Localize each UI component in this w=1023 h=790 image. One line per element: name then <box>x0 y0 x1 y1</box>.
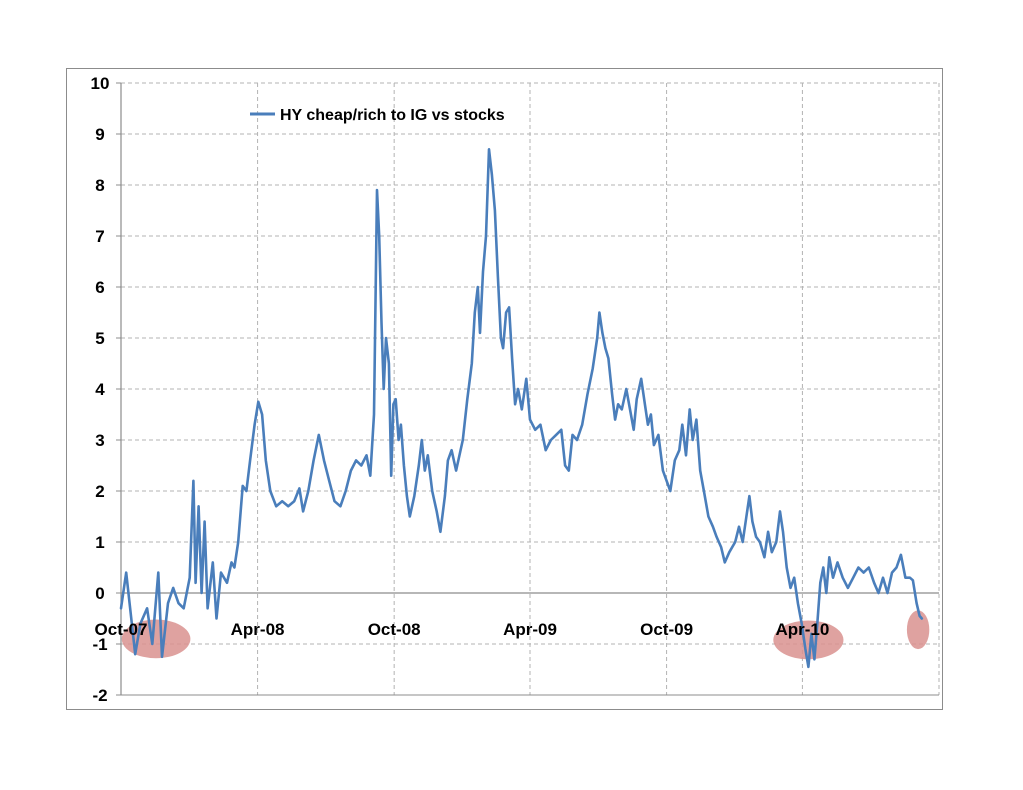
y-tick-label: 9 <box>95 125 104 144</box>
y-tick-label: 1 <box>95 533 104 552</box>
y-tick-label: -1 <box>92 635 107 654</box>
y-tick-label: 4 <box>95 380 105 399</box>
series-line-1 <box>119 148 924 669</box>
y-tick-label: 2 <box>95 482 104 501</box>
highlight-ellipse-3 <box>906 610 930 650</box>
y-tick-label: 7 <box>95 227 104 246</box>
x-tick-label: Apr-10 <box>775 620 829 639</box>
y-tick-label: 0 <box>95 584 104 603</box>
legend-label: HY cheap/rich to IG vs stocks <box>280 107 505 124</box>
y-tick-label: 10 <box>91 74 110 93</box>
x-tick-label: Oct-07 <box>95 620 148 639</box>
y-tick-label: 5 <box>95 329 104 348</box>
x-tick-label: Apr-08 <box>231 620 285 639</box>
y-tick-label: 8 <box>95 176 104 195</box>
chart-frame: 10 9 8 7 6 5 4 3 2 1 0 -1 -2 Oct-07 Apr-08 Oct-08 Apr-09… <box>66 68 943 710</box>
y-tick-label: -2 <box>92 686 107 705</box>
highlight-ellipse-2 <box>773 620 844 660</box>
y-tick-label: 6 <box>95 278 104 297</box>
x-tick-label: Oct-09 <box>640 620 693 639</box>
x-tick-label: Apr-09 <box>503 620 557 639</box>
x-tick-label: Oct-08 <box>368 620 421 639</box>
y-tick-label: 3 <box>95 431 104 450</box>
